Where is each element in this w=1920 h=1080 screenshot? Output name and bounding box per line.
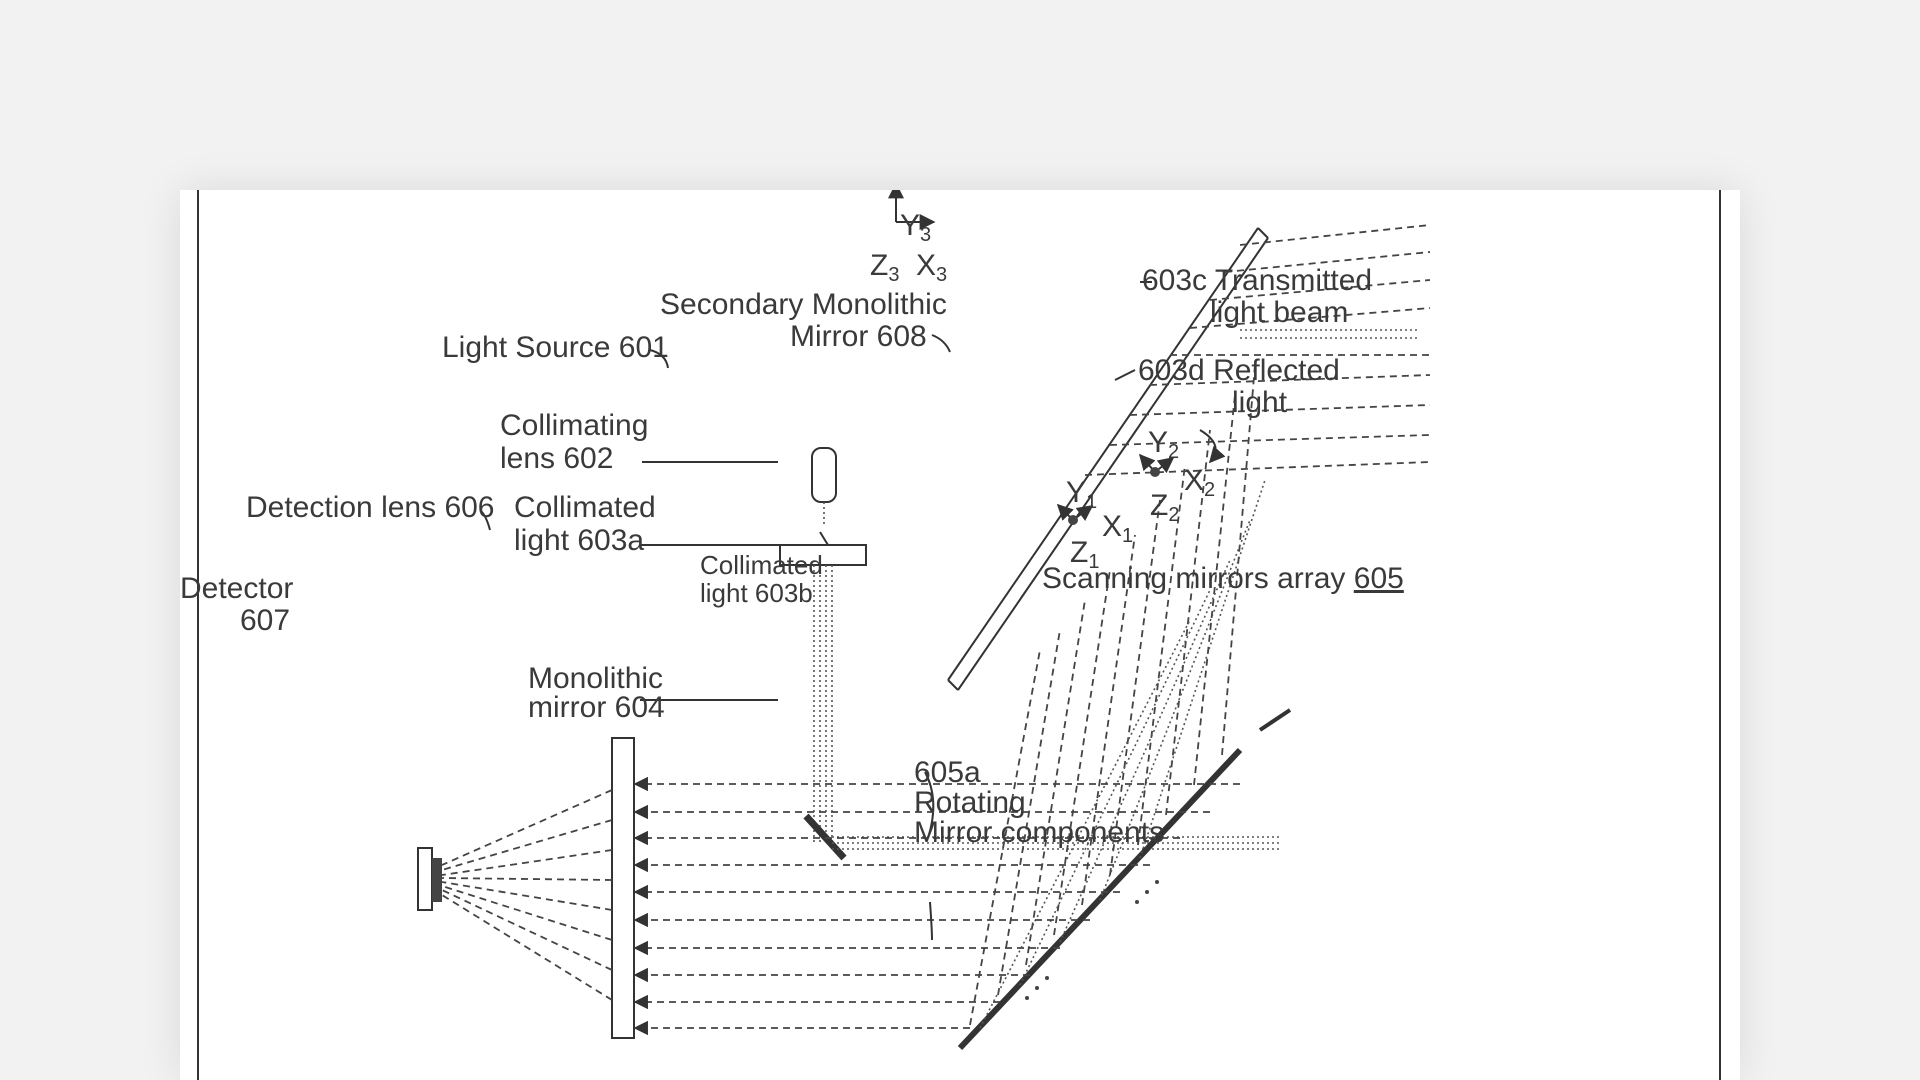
converging-rays: [441, 789, 613, 1001]
label-collimating-lens-2: lens 602: [500, 442, 613, 475]
detection-lens-606: [611, 737, 635, 1039]
label-collimated-603a-1: Collimated: [514, 491, 656, 524]
lens-hatch: [819, 531, 829, 546]
collimating-lens-602: [779, 544, 867, 566]
axis-y1: Y1: [1066, 476, 1097, 513]
axes-xyz1: [1056, 503, 1094, 525]
scanning-beams: [969, 364, 1266, 1029]
label-detection-lens: Detection lens 606: [246, 491, 495, 524]
axis-x3: X3: [916, 249, 947, 286]
label-collimated-603a-2: light 603a: [514, 524, 644, 557]
axis-z1: Z1: [1070, 536, 1099, 573]
label-rotating-1: 605a: [914, 756, 981, 789]
label-detector-1: Detector: [180, 572, 293, 605]
label-transmitted-2: light beam: [1210, 296, 1348, 329]
axis-y2: Y2: [1148, 426, 1179, 463]
collimated-light-603a-beam: [813, 565, 833, 845]
axis-z3: Z3: [870, 249, 899, 286]
label-collimated-603b-2: light 603b: [700, 578, 813, 608]
scanning-mirrors-array-605: [957, 708, 1292, 1051]
monolithic-mirror-604: [803, 813, 847, 861]
transmitted-light-beam-603c: [1189, 224, 1431, 339]
label-monolithic-1: Monolithic: [528, 662, 663, 695]
label-light-source: Light Source 601: [442, 331, 669, 364]
leader-603b: [924, 771, 935, 839]
axis-x1: X1: [1102, 510, 1133, 547]
axes-xyz2: [1138, 429, 1226, 477]
label-rotating-3: Mirror components: [914, 816, 1164, 849]
axis-z2: Z2: [1150, 489, 1179, 526]
axis-y3: Y3: [900, 209, 931, 246]
label-rotating-2: Rotating: [914, 786, 1026, 819]
label-detector-2: 607: [240, 604, 290, 637]
label-transmitted-1: 603c Transmitted: [1142, 264, 1372, 297]
label-collimating-lens-1: Collimating: [500, 409, 648, 442]
label-secondary-2: Mirror 608: [790, 320, 927, 353]
leader-lines: [479, 281, 1152, 941]
detector-607: [417, 847, 433, 911]
label-reflected-1: 603d Reflected: [1138, 354, 1340, 387]
returning-rays: [633, 776, 1240, 1036]
optical-scanning-diagram: Light Source 601 Collimating lens 602 De…: [180, 190, 1721, 1080]
detector-sensor: [432, 858, 442, 902]
axis-x2: X2: [1184, 464, 1215, 501]
axes-xyz3: [888, 190, 936, 230]
label-scanning-array: Scanning mirrors array 605: [1042, 562, 1404, 595]
diagram-card: Light Source 601 Collimating lens 602 De…: [180, 190, 1740, 1080]
reflected-light-603d: [1084, 354, 1431, 476]
label-reflected-2: light: [1232, 386, 1288, 419]
ellipsis-dots: [1025, 880, 1159, 1000]
label-monolithic-2: mirror 604: [528, 691, 665, 724]
secondary-monolithic-mirror-608: [947, 227, 1269, 691]
light-source-601: [811, 447, 837, 503]
label-secondary-1: Secondary Monolithic: [660, 288, 947, 321]
label-collimated-603b-1: Collimated: [700, 550, 823, 580]
